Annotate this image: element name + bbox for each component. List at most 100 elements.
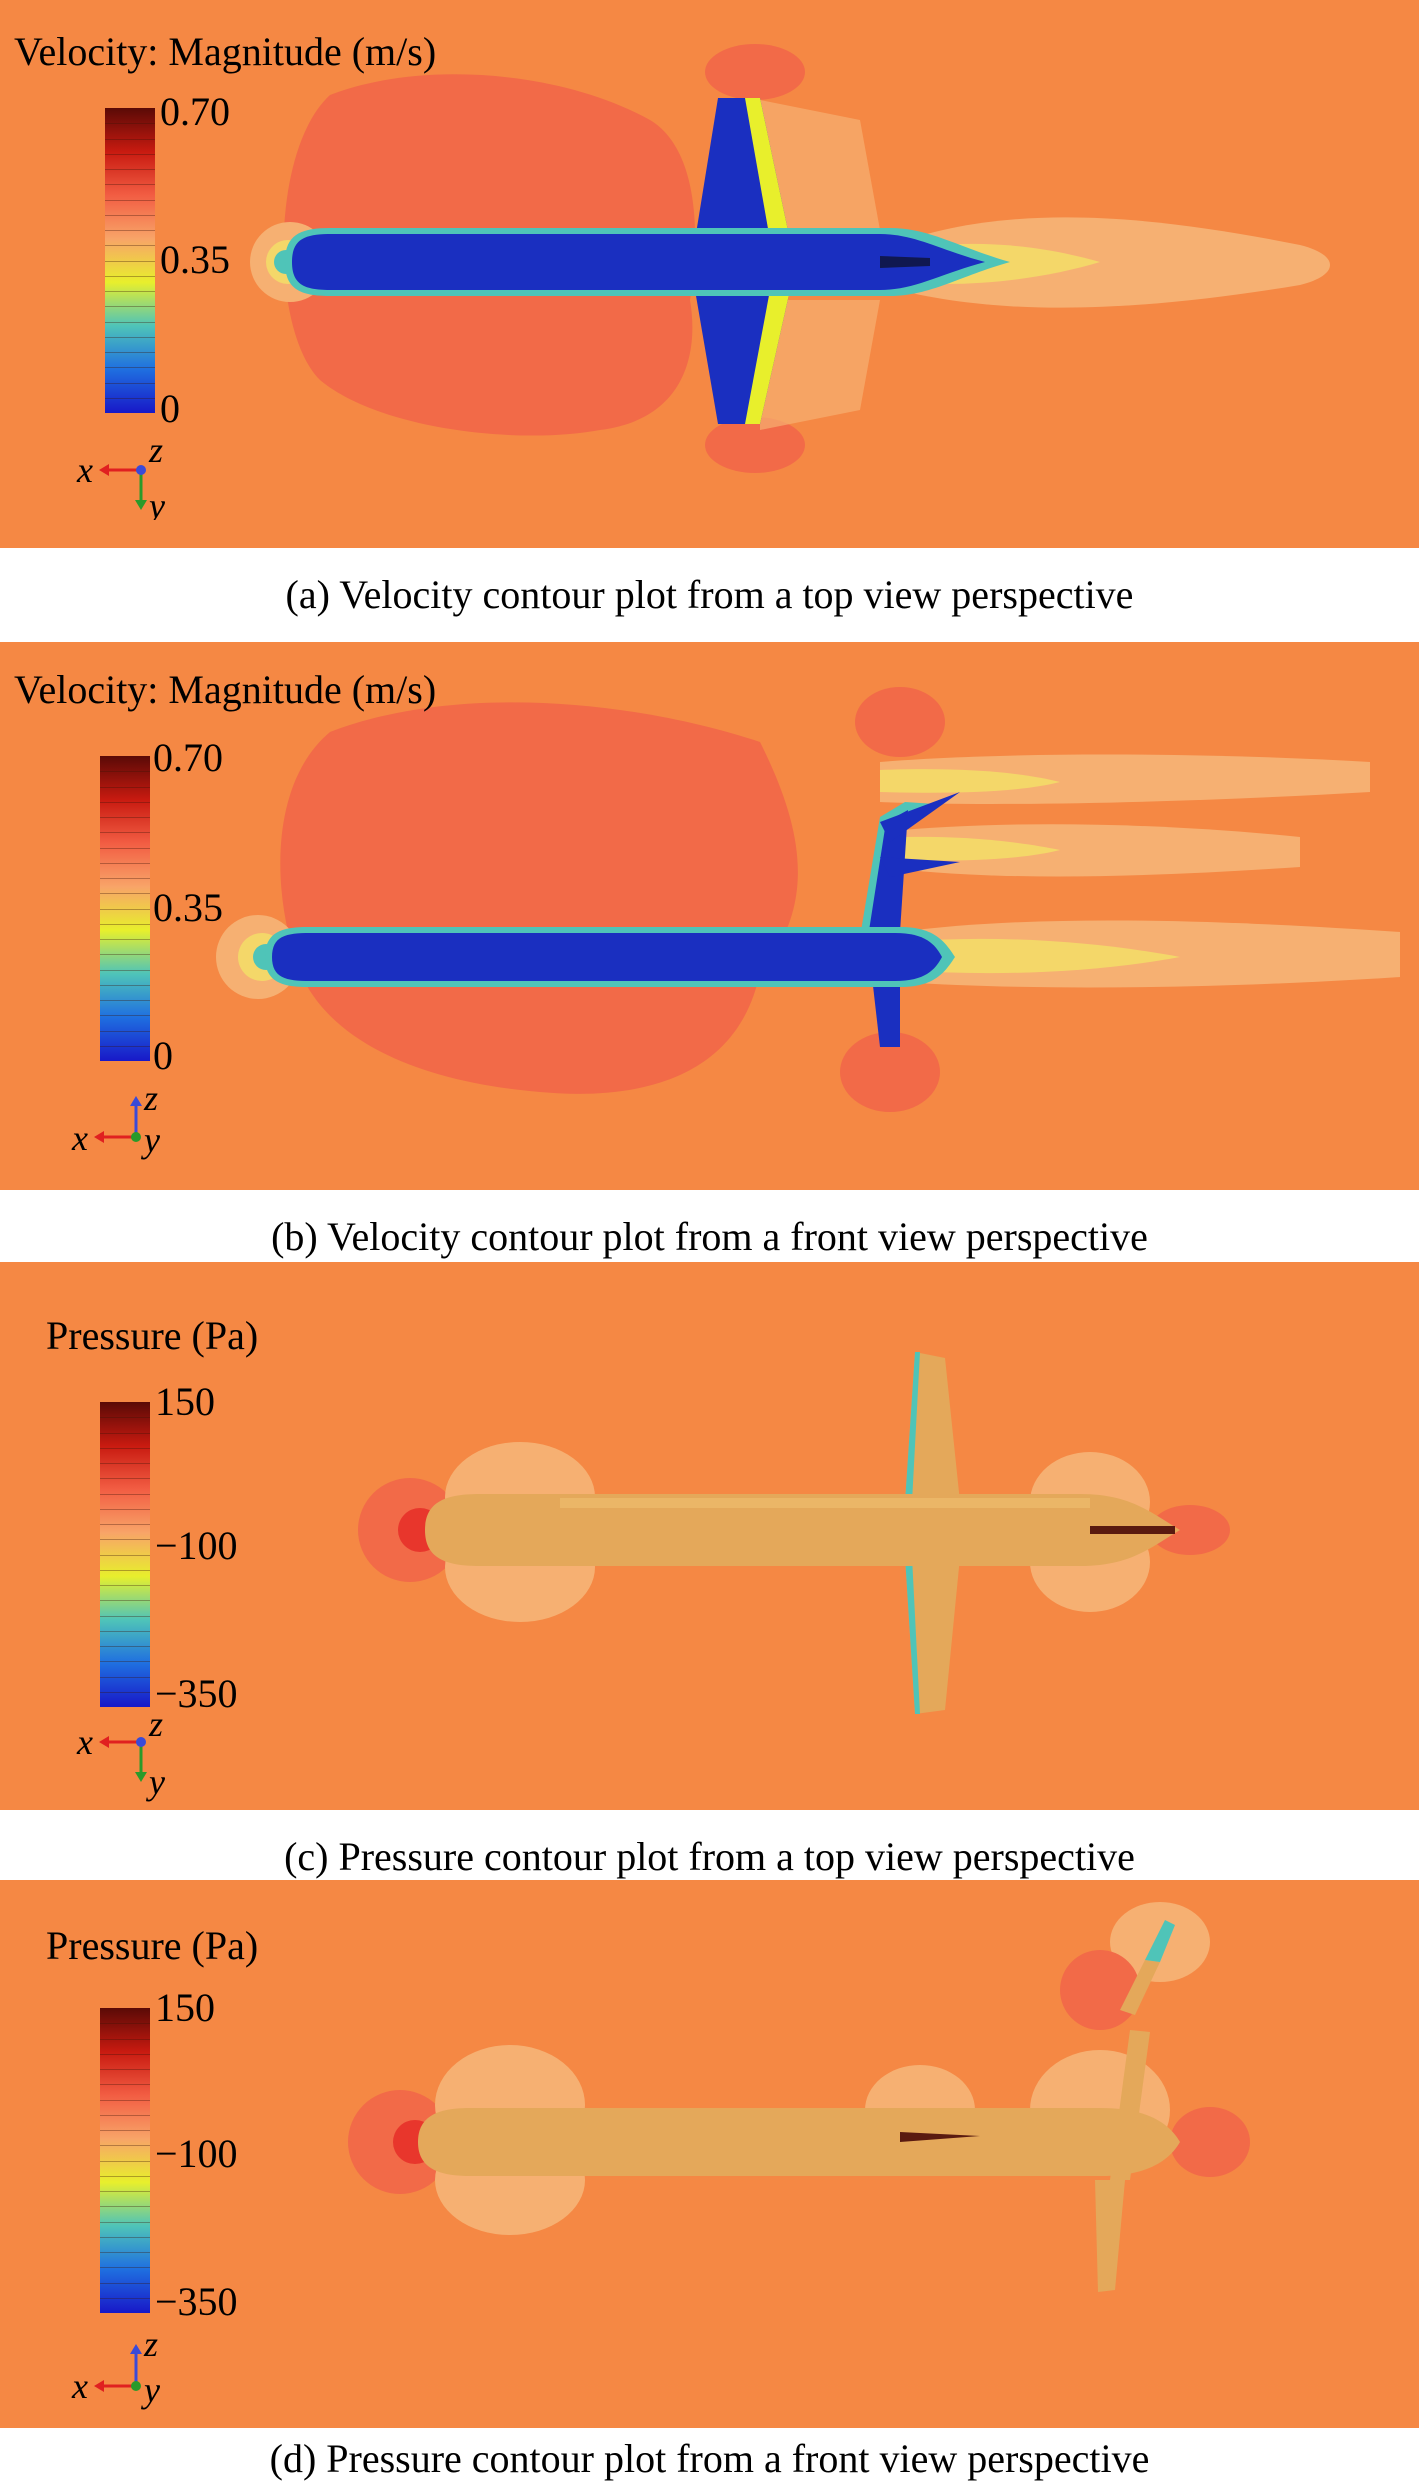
- colorbar-band-line: [100, 2114, 150, 2116]
- axis-label-center: y: [141, 1120, 160, 1160]
- colorbar-band-line: [105, 260, 155, 262]
- colorbar-band-line: [100, 2252, 150, 2253]
- colorbar-band-line: [105, 397, 155, 399]
- colorbar-tick-max: 150: [155, 1379, 215, 1424]
- colorbar-band-line: [100, 862, 150, 864]
- coordinate-axes-icon: x z y: [71, 2326, 160, 2410]
- axis-label-horizontal: x: [71, 2366, 88, 2406]
- pressure-field-front-view: [0, 1880, 1419, 2428]
- colorbar-band-line: [105, 291, 155, 292]
- colorbar-band-line: [105, 275, 155, 277]
- colorbar-band-line: [105, 321, 155, 323]
- axis-label-horizontal: x: [76, 1722, 93, 1762]
- colorbar-band-line: [100, 801, 150, 803]
- axis-label-vertical: y: [146, 1762, 165, 1802]
- coordinate-axes-icon: x z y: [76, 1714, 165, 1802]
- axis-label-center: z: [148, 1714, 163, 1744]
- colorbar-band-line: [100, 1676, 150, 1678]
- colorbar-band-line: [100, 1045, 150, 1047]
- colorbar-band-line: [100, 1585, 150, 1586]
- colorbar-band-line: [100, 1508, 150, 1510]
- colorbar-tick-max: 150: [155, 1985, 215, 2030]
- colorbar-band-line: [100, 817, 150, 818]
- pressure-field-top-view: [0, 1262, 1419, 1810]
- colorbar-band-line: [105, 138, 155, 140]
- legend-title: Velocity: Magnitude (m/s): [14, 667, 437, 712]
- axis-label-horizontal: x: [76, 450, 93, 490]
- axis-label-horizontal: x: [71, 1118, 88, 1158]
- colorbar-band-line: [100, 786, 150, 788]
- colorbar-band-line: [105, 184, 155, 186]
- colorbar-band-line: [100, 1646, 150, 1647]
- colorbar-band-line: [105, 245, 155, 247]
- colorbar-tick-max: 0.70: [160, 89, 230, 134]
- axis-label-center: y: [141, 2370, 160, 2410]
- colorbar-band-line: [105, 153, 155, 155]
- coordinate-axes-icon: x z y: [71, 1082, 160, 1160]
- legend-title: Velocity: Magnitude (m/s): [14, 29, 437, 74]
- colorbar-band-line: [100, 2053, 150, 2055]
- colorbar-tick-mid: −100: [155, 2131, 238, 2176]
- contour-panel-c: Pressure (Pa) 150 −100 −350 x z y: [0, 1262, 1419, 1810]
- colorbar-band-line: [100, 1463, 150, 1464]
- colorbar-band-line: [100, 2023, 150, 2025]
- caption-c: (c) Pressure contour plot from a top vie…: [284, 1834, 1135, 1879]
- colorbar-band-line: [100, 2038, 150, 2040]
- colorbar-band-line: [100, 2236, 150, 2238]
- colorbar-tick-mid: 0.35: [153, 885, 223, 930]
- colorbar-band-line: [100, 1000, 150, 1001]
- colorbar-band-line: [100, 2069, 150, 2070]
- colorbar-tick-min: −350: [155, 2279, 238, 2324]
- colorbar-tick-mid: −100: [155, 1523, 238, 1568]
- colorbar-band-line: [100, 2099, 150, 2101]
- colorbar: [100, 756, 150, 1061]
- colorbar-band-line: [100, 1615, 150, 1617]
- colorbar-band-line: [100, 2221, 150, 2223]
- legend-title: Pressure (Pa): [46, 1923, 259, 1968]
- colorbar-band-line: [100, 923, 150, 925]
- colorbar-band-line: [105, 336, 155, 338]
- colorbar-band-line: [105, 123, 155, 125]
- axis-label-vertical: z: [143, 2326, 158, 2364]
- coordinate-axes-icon: x z y: [76, 430, 165, 520]
- colorbar: [100, 1402, 150, 1707]
- colorbar-band-line: [100, 2175, 150, 2177]
- colorbar-band-line: [100, 2206, 150, 2208]
- colorbar-band-line: [100, 1569, 150, 1571]
- colorbar-band-line: [100, 2191, 150, 2192]
- colorbar-band-line: [100, 2267, 150, 2269]
- colorbar-band-line: [105, 352, 155, 353]
- colorbar-tick-min: 0: [153, 1033, 173, 1078]
- contour-panel-b: Velocity: Magnitude (m/s) 0.70 0.35 0 x …: [0, 642, 1419, 1190]
- colorbar-band-line: [100, 771, 150, 773]
- colorbar-band-line: [100, 1015, 150, 1017]
- colorbar-band-line: [100, 847, 150, 849]
- caption-a: (a) Velocity contour plot from a top vie…: [285, 572, 1134, 617]
- colorbar-tick-min: −350: [155, 1671, 238, 1716]
- axis-label-vertical: z: [143, 1082, 158, 1118]
- colorbar-band-line: [100, 1493, 150, 1495]
- colorbar-tick-min: 0: [160, 386, 180, 431]
- colorbar: [105, 108, 155, 413]
- contour-panel-d: Pressure (Pa) 150 −100 −350 x z y: [0, 1880, 1419, 2428]
- colorbar-band-line: [100, 1524, 150, 1525]
- colorbar-tick-max: 0.70: [153, 735, 223, 780]
- axis-label-center: z: [148, 430, 163, 470]
- colorbar-band-line: [100, 954, 150, 956]
- colorbar-band-line: [100, 908, 150, 910]
- colorbar-band-line: [100, 1478, 150, 1480]
- colorbar-band-line: [100, 2282, 150, 2284]
- colorbar-band-line: [100, 2145, 150, 2147]
- colorbar-band-line: [100, 984, 150, 986]
- axis-label-vertical: y: [146, 486, 165, 520]
- colorbar-band-line: [100, 2084, 150, 2086]
- colorbar-band-line: [100, 1554, 150, 1556]
- colorbar-band-line: [100, 1630, 150, 1632]
- contour-panel-a: Velocity: Magnitude (m/s) 0.70 0.35 0 x …: [0, 0, 1419, 548]
- colorbar-band-line: [100, 1661, 150, 1663]
- colorbar-band-line: [105, 199, 155, 201]
- colorbar-band-line: [105, 230, 155, 231]
- colorbar-band-line: [105, 169, 155, 170]
- caption-b: (b) Velocity contour plot from a front v…: [271, 1214, 1148, 1259]
- colorbar-band-line: [105, 382, 155, 384]
